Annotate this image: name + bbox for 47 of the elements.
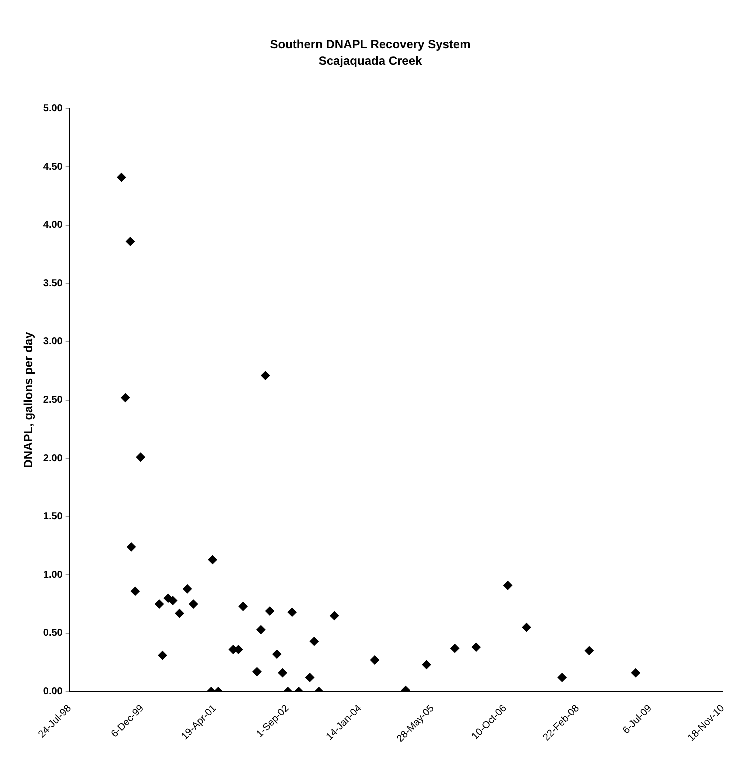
y-tick-label: 4.00 [43,220,64,232]
point [183,584,192,594]
y-tick-label: 0.00 [43,686,64,698]
point [522,623,532,632]
point [278,668,288,678]
point [266,606,275,616]
chart-title: Southern DNAPL Recovery System [270,38,471,52]
point [130,586,140,596]
point [558,673,567,682]
y-tick-label: 2.50 [43,395,64,406]
y-tick-label: 1.00 [43,570,64,581]
point [330,611,340,620]
point [117,173,126,182]
y-tick-label: 3.50 [43,278,64,290]
point [288,608,297,617]
point [370,656,380,665]
point [238,602,248,612]
point [256,625,266,634]
point [168,596,178,606]
point [158,651,168,660]
point [272,650,282,659]
y-tick-label: 3.00 [43,336,64,348]
point [121,393,130,402]
point [504,581,513,590]
point [208,555,218,564]
point [136,452,146,462]
point [450,644,460,654]
point [310,637,319,646]
point [252,667,262,676]
point [422,660,432,670]
point [472,642,481,652]
y-tick-label: 4.50 [43,162,64,173]
point [261,371,270,380]
y-tick-label: 1.50 [43,512,64,523]
point [127,542,136,552]
point [189,600,198,609]
point [175,609,184,618]
chart-subtitle: Scajaquada Creek [318,54,423,68]
point [306,673,315,682]
point [584,646,594,656]
point [155,600,164,609]
point [631,668,640,678]
point [126,237,136,246]
y-tick-label: 2.00 [43,453,64,464]
y-tick-label: 5.00 [43,104,64,115]
y-tick-label: 0.50 [43,628,64,640]
y-axis-title: DNAPL, gallons per day [22,332,36,468]
